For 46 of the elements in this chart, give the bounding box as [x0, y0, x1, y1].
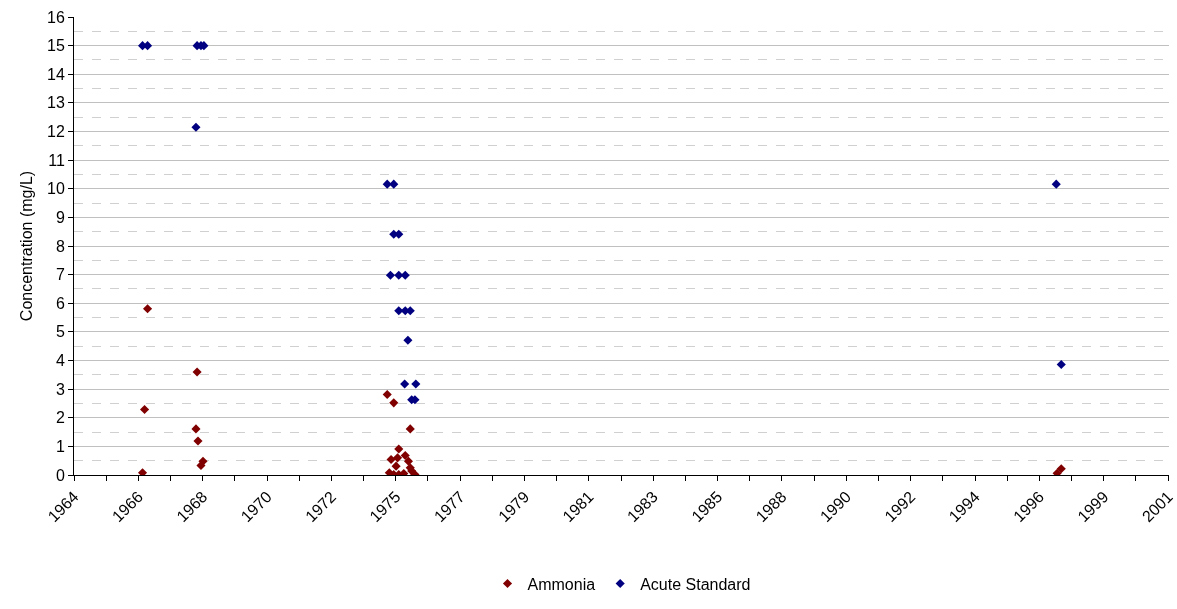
- point: [411, 379, 421, 389]
- point: [400, 450, 410, 461]
- point: [393, 453, 403, 463]
- y-tick-label: 11: [48, 151, 65, 169]
- point: [1051, 179, 1061, 189]
- y-tick-label: 3: [55, 380, 65, 398]
- legend-label: Acute Standard: [640, 575, 751, 593]
- point: [389, 179, 399, 189]
- y-axis-title: Concentration (mg/L): [18, 170, 35, 322]
- point: [403, 456, 414, 466]
- y-tick-label: 13: [47, 94, 65, 112]
- point: [1056, 464, 1066, 474]
- y-tick-label: 0: [55, 466, 65, 484]
- point: [192, 367, 202, 377]
- point: [140, 404, 150, 414]
- y-tick-label: 2: [55, 409, 65, 427]
- point: [1056, 359, 1066, 370]
- y-tick-label: 4: [55, 352, 65, 370]
- point: [405, 424, 415, 434]
- point: [389, 398, 399, 408]
- point: [143, 304, 153, 314]
- point: [1052, 468, 1062, 475]
- point: [400, 379, 410, 389]
- y-tick-label: 9: [55, 208, 65, 226]
- point: [191, 122, 201, 132]
- point: [394, 444, 404, 454]
- point: [193, 436, 203, 446]
- point: [382, 179, 392, 189]
- point: [191, 424, 201, 434]
- point: [391, 461, 401, 471]
- y-tick-label: 12: [47, 123, 65, 141]
- y-tick-label: 1: [55, 437, 65, 455]
- y-tick-label: 8: [55, 237, 65, 255]
- point: [386, 454, 396, 465]
- y-tick-label: 16: [47, 8, 65, 26]
- y-tick-label: 6: [55, 294, 65, 312]
- point: [403, 335, 413, 345]
- point: [198, 456, 208, 466]
- point: [385, 270, 395, 280]
- y-tick-label: 7: [55, 266, 65, 284]
- y-tick-label: 14: [47, 65, 65, 83]
- y-tick-label: 5: [55, 323, 65, 341]
- y-tick-label: 15: [47, 37, 65, 55]
- y-tick-label: 10: [47, 180, 65, 198]
- point: [382, 390, 392, 400]
- legend-label: Ammonia: [527, 575, 596, 593]
